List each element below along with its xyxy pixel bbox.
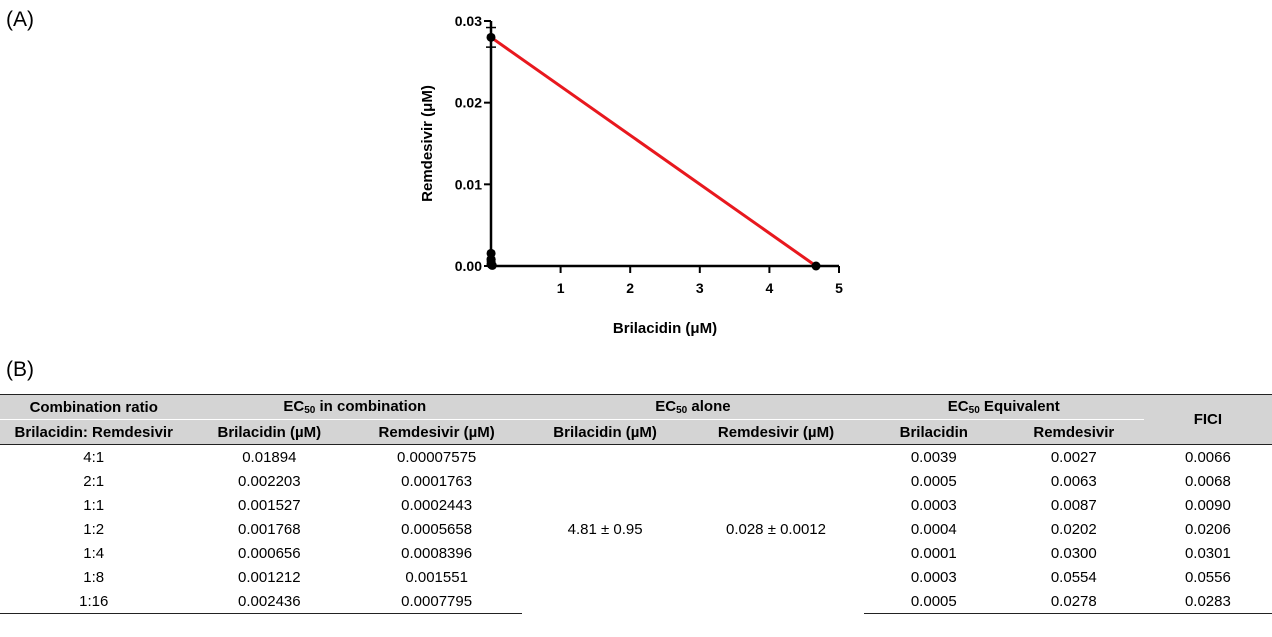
isobologram-chart: 1 2 3 4 5 0.00 0.01 0.02 0.03 Brilacidin (μM) R… xyxy=(419,13,843,337)
x-tick-label: 3 xyxy=(696,280,704,296)
cell-equiv-brilacidin: 0.0005 xyxy=(910,472,957,490)
subheader-ratio: Brilacidin: Remdesivir xyxy=(0,419,188,445)
subheader-equiv-brilacidin: Brilacidin xyxy=(863,419,1004,445)
subheader-equiv-remdesivir: Remdesivir xyxy=(1003,419,1144,445)
cell-comb-remdesivir: 0.0002443 xyxy=(401,496,473,514)
subheader-alone-brilacidin: Brilacidin (µM) xyxy=(522,419,689,445)
cell-equiv-brilacidin: 0.0005 xyxy=(863,589,1004,614)
header-ec50-equivalent: EC50 Equivalent xyxy=(863,394,1144,420)
data-point xyxy=(811,261,821,271)
table-sub-header-row: Brilacidin: Remdesivir Brilacidin (µM) R… xyxy=(0,419,1272,445)
cell-equiv-remdesivir: 0.0300 xyxy=(1050,544,1097,562)
cell-equiv-brilacidin: 0.0039 xyxy=(910,448,957,466)
x-ticks: 1 2 3 4 5 xyxy=(557,266,843,296)
cell-fici: 0.0068 xyxy=(1184,472,1231,490)
cell-fici: 0.0301 xyxy=(1184,544,1231,562)
cell-equiv-remdesivir: 0.0087 xyxy=(1050,496,1097,514)
cell-ratio: 1:4 xyxy=(83,544,105,562)
cell-comb-brilacidin: 0.002203 xyxy=(238,472,301,490)
y-tick-label: 0.01 xyxy=(455,176,482,192)
y-tick-label: 0.03 xyxy=(455,13,482,29)
x-tick-label: 1 xyxy=(557,280,565,296)
panel-b-label: (B) xyxy=(6,358,34,381)
additivity-line xyxy=(490,36,817,268)
cell-equiv-remdesivir: 0.0202 xyxy=(1050,520,1097,538)
cell-equiv-brilacidin: 0.0001 xyxy=(910,544,957,562)
data-point xyxy=(486,255,496,265)
cell-comb-remdesivir: 0.00007575 xyxy=(397,448,477,466)
fici-table-container: Combination ratio EC50 in combination EC… xyxy=(0,394,1272,614)
x-tick-label: 5 xyxy=(835,280,843,296)
cell-fici: 0.0206 xyxy=(1184,520,1231,538)
data-point xyxy=(486,32,496,42)
table-row: 1:16 0.002436 0.0007795 0.0005 0.0278 0.… xyxy=(0,589,1272,614)
cell-comb-brilacidin: 0.002436 xyxy=(187,589,352,614)
cell-equiv-remdesivir: 0.0278 xyxy=(1003,589,1144,614)
fici-table: Combination ratio EC50 in combination EC… xyxy=(0,394,1272,614)
x-tick-label: 2 xyxy=(626,280,634,296)
header-combination-ratio: Combination ratio xyxy=(0,394,188,420)
cell-equiv-remdesivir: 0.0063 xyxy=(1050,472,1097,490)
cell-fici: 0.0556 xyxy=(1184,568,1231,586)
cell-comb-brilacidin: 0.01894 xyxy=(242,448,297,466)
cell-ratio: 4:1 xyxy=(83,448,105,466)
cell-equiv-brilacidin: 0.0003 xyxy=(910,496,957,514)
cell-ratio: 1:2 xyxy=(83,520,105,538)
data-point xyxy=(486,248,496,258)
panel-a-label: (A) xyxy=(6,8,34,31)
y-tick-label: 0.02 xyxy=(455,95,482,111)
cell-comb-brilacidin: 0.000656 xyxy=(238,544,301,562)
cell-comb-remdesivir: 0.0001763 xyxy=(401,472,473,490)
cell-fici: 0.0283 xyxy=(1143,589,1272,614)
header-ec50-in-combination: EC50 in combination xyxy=(187,394,523,420)
y-axis-label: Remdesivir (μM) xyxy=(419,85,436,202)
cell-comb-remdesivir: 0.0007795 xyxy=(351,589,523,614)
y-tick-label: 0.00 xyxy=(455,258,482,274)
header-ec50-alone: EC50 alone xyxy=(522,394,864,420)
cell-comb-remdesivir: 0.001551 xyxy=(405,568,468,586)
subheader-alone-remdesivir: Remdesivir (µM) xyxy=(688,419,864,445)
cell-ratio: 1:1 xyxy=(83,496,105,514)
cell-comb-remdesivir: 0.0005658 xyxy=(401,520,473,538)
table-group-header-row: Combination ratio EC50 in combination EC… xyxy=(0,394,1272,445)
table-row: 1:2 0.001768 0.0005658 0.0004 0.0202 0.0… xyxy=(0,517,1272,541)
cell-fici: 0.0090 xyxy=(1184,496,1231,514)
cell-comb-brilacidin: 0.001212 xyxy=(238,568,301,586)
cell-comb-brilacidin: 0.001527 xyxy=(238,496,301,514)
table-row: 1:4 0.000656 0.0008396 0.0001 0.0300 0.0… xyxy=(0,541,1272,565)
cell-alone-remdesivir: 0.028 ± 0.0012 xyxy=(725,520,826,538)
x-axis-label: Brilacidin (μM) xyxy=(613,320,717,337)
cell-comb-brilacidin: 0.001768 xyxy=(238,520,301,538)
cell-equiv-remdesivir: 0.0027 xyxy=(1050,448,1097,466)
table-row: 2:1 0.002203 0.0001763 0.0005 0.0063 0.0… xyxy=(0,469,1272,493)
cell-equiv-brilacidin: 0.0004 xyxy=(910,520,957,538)
cell-ratio: 2:1 xyxy=(83,472,105,490)
cell-ratio: 1:8 xyxy=(83,568,105,586)
table-row: 1:8 0.001212 0.001551 0.0003 0.0554 0.05… xyxy=(0,565,1272,589)
cell-equiv-brilacidin: 0.0003 xyxy=(910,568,957,586)
chart-series xyxy=(486,26,821,271)
subheader-comb-remdesivir: Remdesivir (µM) xyxy=(351,419,523,445)
table-row: 4:1 0.01894 0.00007575 4.81 ± 0.95 0.028… xyxy=(0,445,1272,538)
header-fici: FICI xyxy=(1143,394,1272,445)
subheader-comb-brilacidin: Brilacidin (µM) xyxy=(187,419,352,445)
cell-fici: 0.0066 xyxy=(1184,448,1231,466)
x-tick-label: 4 xyxy=(766,280,774,296)
chart-axes xyxy=(489,21,839,268)
cell-ratio: 1:16 xyxy=(0,589,188,614)
table-row: 1:1 0.001527 0.0002443 0.0003 0.0087 0.0… xyxy=(0,493,1272,517)
cell-comb-remdesivir: 0.0008396 xyxy=(401,544,473,562)
cell-alone-brilacidin: 4.81 ± 0.95 xyxy=(567,520,643,538)
cell-equiv-remdesivir: 0.0554 xyxy=(1050,568,1097,586)
y-ticks: 0.00 0.01 0.02 0.03 xyxy=(455,13,491,274)
